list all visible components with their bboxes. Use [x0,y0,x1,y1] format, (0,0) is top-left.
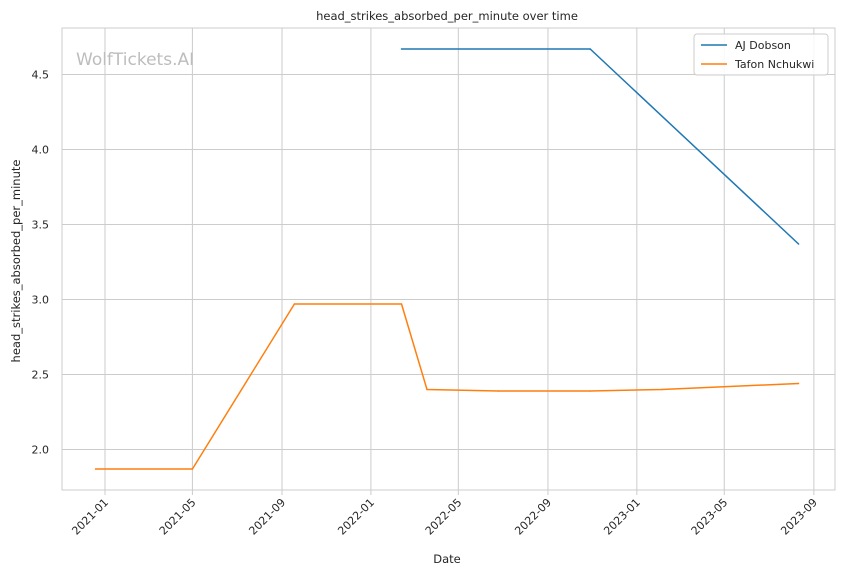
x-tick-label: 2021-01 [69,496,111,538]
data-point-tafon-nchukwi-0 [94,468,97,470]
data-point-tafon-nchukwi-2 [293,303,296,305]
data-point-aj-dobson-2 [797,243,800,245]
gridlines [62,28,835,490]
x-tick-label: 2021-05 [157,496,199,538]
x-tick-label: 2021-09 [246,496,288,538]
data-point-tafon-nchukwi-1 [191,468,194,470]
data-point-tafon-nchukwi-5 [497,390,500,392]
y-tick-label: 4.0 [32,144,50,157]
data-point-tafon-nchukwi-4 [426,388,428,391]
legend-box [693,33,829,76]
y-tick-label: 3.0 [32,294,50,307]
y-axis-title: head_strikes_absorbed_per_minute [9,160,23,363]
legend-label-tafon-nchukwi: Tafon Nchukwi [734,58,814,71]
data-point-aj-dobson-1 [589,48,591,50]
data-point-tafon-nchukwi-7 [660,388,663,391]
x-tick-label: 2022-05 [423,496,465,538]
y-tick-label: 2.5 [32,369,50,382]
x-tick-label: 2023-09 [778,496,820,538]
x-axis-ticks: 2021-01 2021-05 2021-09 2022-01 2022-05 2022-… [69,490,820,538]
x-tick-label: 2023-05 [689,496,731,538]
y-tick-label: 2.0 [32,444,50,457]
data-point-tafon-nchukwi-6 [589,390,591,392]
y-axis-ticks: 2.0 2.5 3.0 3.5 4.0 4.5 [32,69,50,457]
data-point-aj-dobson-0 [400,48,403,50]
plot-area-frame [61,27,836,491]
legend-label-aj-dobson: AJ Dobson [735,39,791,52]
legend: AJ Dobson Tafon Nchukwi [693,33,829,76]
y-tick-label: 4.5 [32,69,50,82]
chart-title: head_strikes_absorbed_per_minute over ti… [316,9,578,23]
y-tick-label: 3.5 [32,219,50,232]
data-point-tafon-nchukwi-3 [400,303,403,305]
x-tick-label: 2022-01 [335,496,377,538]
x-tick-label: 2023-01 [601,496,643,538]
x-tick-label: 2022-09 [512,496,554,538]
series-lines [94,48,800,470]
series-line-tafon-nchukwi [95,303,799,470]
x-axis-title: Date [433,552,461,566]
watermark-text: WolfTickets.AI [76,50,194,70]
series-line-aj-dobson [401,48,800,245]
data-point-tafon-nchukwi-8 [797,382,800,385]
